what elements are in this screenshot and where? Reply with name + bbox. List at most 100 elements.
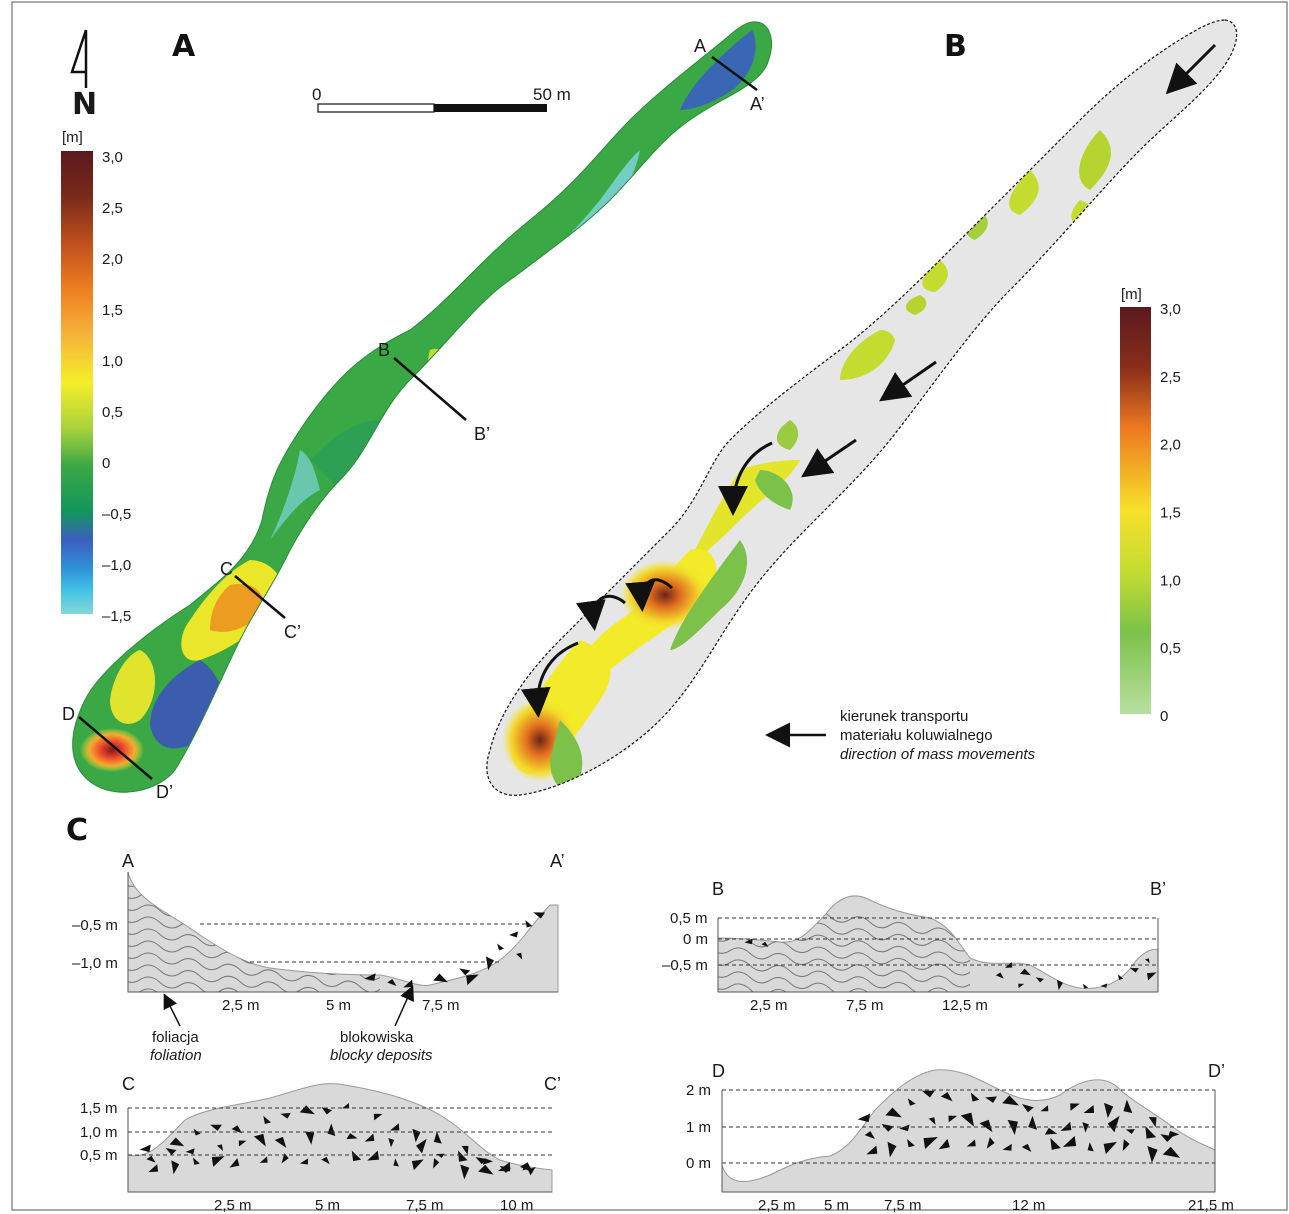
section-c-end: C’: [284, 622, 301, 642]
rock-block-mark: [229, 1158, 240, 1168]
legend-tick-label: 0,5: [1160, 640, 1181, 657]
profile-aa-ytick: –1,0 m: [72, 955, 118, 972]
scale-bar: 0 50 m: [312, 85, 571, 113]
rock-block-mark: [433, 1131, 442, 1144]
rock-block-mark: [1145, 1126, 1157, 1139]
profile-dd-xtick: 2,5 m: [758, 1197, 796, 1214]
legend-b-unit: [m]: [1121, 286, 1142, 303]
profile-cc-xtick: 10 m: [500, 1197, 533, 1214]
section-b-end: B’: [474, 424, 490, 444]
curved-flow-arrow-icon: [625, 578, 674, 612]
profile-dd-start: D: [712, 1061, 725, 1081]
rock-block-mark: [169, 1137, 185, 1147]
rock-block-mark: [211, 1156, 225, 1167]
dem-map-b: [486, 19, 1238, 796]
profile-cc-ytick: 1,5 m: [80, 1100, 118, 1117]
rock-block-mark: [478, 1164, 494, 1175]
rock-block-mark: [304, 1131, 315, 1145]
rock-block-mark: [995, 972, 1004, 979]
blocky-label-en: blocky deposits: [330, 1047, 433, 1064]
rock-block-mark: [1148, 1117, 1157, 1128]
rock-block-mark: [1035, 977, 1044, 983]
rock-block-mark: [460, 1164, 470, 1180]
rock-block-mark: [364, 1133, 375, 1142]
legend-tick-label: 2,0: [102, 251, 123, 268]
foliation-label-en: foliation: [150, 1047, 202, 1064]
profile-aa-xtick: 5 m: [326, 997, 351, 1014]
rock-block-mark: [866, 1145, 878, 1155]
rock-block-mark: [1082, 983, 1089, 989]
rock-block-mark: [193, 1128, 201, 1136]
rock-block-mark: [1122, 1139, 1130, 1152]
profile-dd-xtick: 12 m: [1012, 1197, 1045, 1214]
scale-start-label: 0: [312, 85, 321, 104]
section-a-start: A: [694, 36, 706, 56]
rock-block-mark: [921, 1090, 935, 1098]
legend-a: [m] 3,0 2,5 2,0 1,5 1,0 0,5 0 –0,5 –1,0 –1,5: [61, 129, 131, 625]
rock-block-mark: [387, 979, 397, 986]
rock-block-mark: [1082, 1122, 1089, 1133]
foliation-label-pl: foliacja: [152, 1029, 199, 1046]
rock-block-mark: [281, 1153, 289, 1164]
arrow-legend: kierunek transportu materiału koluwialne…: [765, 708, 1036, 763]
rock-block-mark: [1130, 968, 1139, 973]
rock-block-mark: [1083, 1104, 1095, 1114]
rock-block-mark: [238, 1140, 247, 1147]
legend-tick-label: 1,0: [1160, 572, 1181, 589]
rock-block-mark: [1147, 972, 1157, 981]
flow-arrow-icon: [801, 438, 857, 478]
rock-block-mark: [1100, 983, 1108, 988]
rock-block-mark: [1019, 968, 1031, 976]
blocky-deposits-cc: [139, 1102, 536, 1180]
rock-block-mark: [948, 1115, 958, 1123]
profile-bb-ytick: 0 m: [683, 931, 708, 948]
rock-block-mark: [923, 1137, 938, 1150]
rock-block-mark: [527, 1166, 536, 1176]
scale-end-label: 50 m: [533, 85, 571, 104]
rock-block-mark: [393, 1158, 399, 1167]
rock-block-mark: [1018, 983, 1025, 989]
profile-bb-xtick: 7,5 m: [846, 997, 884, 1014]
profile-bb-surface: [717, 895, 1159, 993]
legend-b-colorbar: [1120, 307, 1151, 714]
rock-block-mark: [1103, 1141, 1118, 1155]
rock-block-mark: [231, 1125, 243, 1134]
profile-dd-ytick: 0 m: [686, 1155, 711, 1172]
section-d-start: D: [62, 704, 75, 724]
profile-aa-ytick: –0,5 m: [72, 917, 118, 934]
rock-block-mark: [516, 952, 523, 960]
panel-a-letter: A: [172, 29, 196, 64]
rock-block-mark: [1056, 979, 1063, 991]
rock-block-mark: [857, 1113, 871, 1123]
rock-block-mark: [940, 1092, 953, 1102]
rock-block-mark: [148, 1164, 159, 1173]
rock-block-mark: [146, 1155, 156, 1163]
rock-block-mark: [1162, 1146, 1181, 1158]
rock-block-mark: [1104, 1102, 1114, 1119]
rock-block-mark: [459, 968, 471, 976]
rock-block-mark: [1002, 1095, 1020, 1106]
legend-tick-label: –1,0: [102, 557, 131, 574]
legend-tick-label: 1,5: [102, 302, 123, 319]
panel-b-letter: B: [944, 29, 967, 64]
rock-block-mark: [171, 1160, 180, 1175]
legend-a-colorbar: [61, 151, 93, 614]
legend-tick-label: 0,5: [102, 404, 123, 421]
flow-arrow-icon: [879, 360, 937, 402]
profile-bb-ytick: 0,5 m: [670, 910, 708, 927]
profile-aa-start: A: [122, 851, 134, 871]
curved-flow-arrow-icon: [520, 641, 579, 718]
rock-block-mark: [881, 1123, 894, 1132]
rock-block-mark: [1118, 974, 1124, 980]
profile-cc-start: C: [122, 1074, 135, 1094]
legend-tick-label: 0: [1160, 708, 1168, 725]
annotation-arrow-icon: [163, 993, 181, 1027]
north-arrow-icon: N: [70, 29, 97, 122]
rock-block-mark: [1160, 1134, 1173, 1142]
rock-block-mark: [299, 1158, 309, 1165]
rock-block-mark: [165, 1148, 177, 1156]
rock-block-mark: [259, 1156, 268, 1163]
rock-block-mark: [1044, 1127, 1058, 1135]
rock-block-mark: [466, 974, 479, 986]
